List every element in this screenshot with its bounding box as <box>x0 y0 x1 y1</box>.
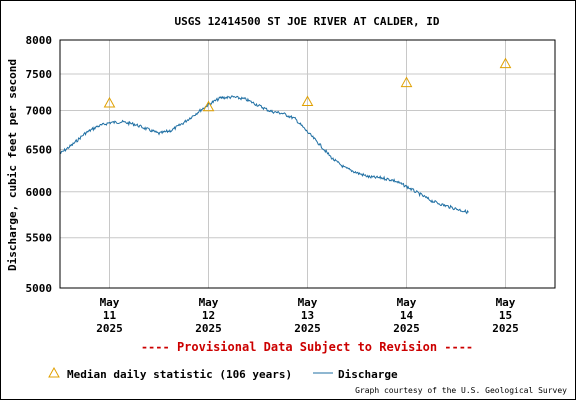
y-tick-label: 5500 <box>26 232 53 245</box>
median-point-marker <box>103 96 116 108</box>
discharge-line <box>59 95 469 215</box>
x-tick-year: 2025 <box>96 322 123 335</box>
legend-median-label: Median daily statistic (106 years) <box>67 368 292 381</box>
graph-credit: Graph courtesy of the U.S. Geological Su… <box>355 386 567 395</box>
x-tick-year: 2025 <box>294 322 321 335</box>
x-tick-month: May <box>496 296 516 309</box>
y-tick-labels: 5000 5500 6000 6500 7000 7500 8000 <box>26 34 53 295</box>
y-tick-label: 8000 <box>26 34 53 47</box>
x-tick-month: May <box>298 296 318 309</box>
plot-area-border <box>59 39 556 289</box>
x-tick-month: May <box>397 296 417 309</box>
x-tick-month: May <box>199 296 219 309</box>
series-layer <box>59 57 512 215</box>
x-tick-year: 2025 <box>195 322 222 335</box>
provisional-data-note: ---- Provisional Data Subject to Revisio… <box>141 340 473 354</box>
x-tick-day: 13 <box>301 309 314 322</box>
y-tick-label: 6000 <box>26 186 53 199</box>
y-tick-label: 6500 <box>26 144 53 157</box>
x-tick-day: 14 <box>400 309 414 322</box>
median-point-marker <box>499 57 512 69</box>
grid-lines <box>60 39 555 289</box>
median-point-marker <box>301 95 314 106</box>
x-tick-day: 12 <box>202 309 215 322</box>
y-tick-label: 7500 <box>26 68 53 81</box>
x-tick-year: 2025 <box>492 322 519 335</box>
x-tick-labels: May112025May122025May132025May142025May1… <box>96 296 519 335</box>
legend-median-triangle-icon <box>48 366 60 378</box>
chart-title: USGS 12414500 ST JOE RIVER AT CALDER, ID <box>175 15 440 28</box>
y-axis-label: Discharge, cubic feet per second <box>6 59 19 271</box>
legend-discharge-label: Discharge <box>338 368 398 381</box>
median-point-marker <box>202 100 215 112</box>
x-tick-day: 15 <box>499 309 512 322</box>
x-tick-day: 11 <box>103 309 117 322</box>
legend: Median daily statistic (106 years) Disch… <box>48 366 398 381</box>
median-point-marker <box>400 76 413 88</box>
y-tick-label: 7000 <box>26 104 53 117</box>
x-tick-month: May <box>100 296 120 309</box>
y-tick-label: 5000 <box>26 282 53 295</box>
x-tick-year: 2025 <box>393 322 420 335</box>
